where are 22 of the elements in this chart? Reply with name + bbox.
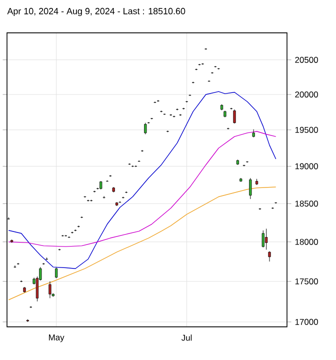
candlestick [233,109,236,124]
line-series [8,91,276,269]
candlestick [262,230,264,248]
y-tick-label: 20500 [295,56,318,63]
y-tick-label: 19000 [295,163,318,170]
y-tick-label: 20000 [295,92,318,98]
candlestick [249,178,252,200]
candlestick [265,228,268,250]
candlestick [48,281,52,298]
x-tick-label: Jul [181,334,192,341]
y-tick-label: 17500 [295,278,318,284]
candlestick [268,251,271,262]
candlestick [55,267,58,278]
chart-title: Apr 10, 2024 - Aug 9, 2024 - Last : 18510.60 [7,8,186,16]
candlestick [144,122,147,135]
x-tick-label: May [49,334,64,342]
y-tick-label: 18500 [295,200,318,207]
line-series [8,131,276,247]
line-series [8,186,276,300]
y-tick-label: 18000 [295,238,318,245]
y-tick-label: 17000 [295,318,318,325]
y-tick-label: 19500 [295,126,318,133]
